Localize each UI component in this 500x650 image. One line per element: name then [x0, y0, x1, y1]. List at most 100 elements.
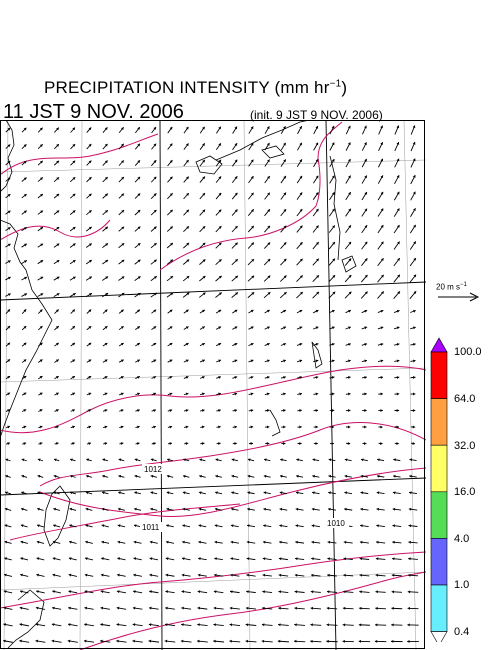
wind-arrow [183, 342, 189, 347]
wind-arrow [86, 193, 92, 199]
wind-arrow [21, 474, 28, 478]
wind-arrow [101, 557, 110, 561]
wind-arrow [86, 458, 92, 462]
wind-arrow [118, 359, 124, 363]
wind-arrow [345, 191, 352, 201]
wind-arrow [376, 507, 385, 511]
wind-arrow [361, 342, 368, 346]
wind-arrow [231, 175, 238, 184]
wind-arrow [329, 158, 335, 168]
wind-arrow [328, 208, 336, 217]
wind-arrow [375, 573, 386, 577]
wind-arrow [215, 176, 222, 183]
wind-arrow [278, 590, 289, 594]
wind-arrow [232, 359, 238, 363]
wind-arrow [410, 174, 416, 185]
wind-arrow [232, 376, 238, 379]
wind-arrow [408, 524, 418, 528]
wind-arrow [85, 259, 93, 265]
wind-arrow [281, 409, 286, 412]
wind-arrow [37, 127, 43, 133]
major-longitude-line [159, 120, 163, 650]
wind-arrow [295, 540, 304, 544]
wind-arrow [378, 441, 383, 445]
wind-arrow [376, 474, 385, 478]
wind-arrow [148, 606, 159, 610]
wind-arrow [391, 623, 403, 627]
wind-arrow [279, 291, 287, 299]
wind-arrow [343, 573, 354, 577]
wind-arrow [248, 126, 254, 134]
wind-arrow [392, 491, 401, 495]
wind-arrow [310, 623, 322, 627]
wind-arrow [167, 392, 173, 396]
wind-arrow [150, 292, 158, 298]
wind-arrow [394, 342, 400, 346]
wind-arrow [53, 243, 60, 248]
wind-arrow [296, 309, 303, 314]
wind-arrow [181, 590, 191, 594]
wind-arrow [230, 540, 240, 544]
wind-arrow [134, 159, 141, 167]
wind-arrow [361, 309, 368, 314]
wind-arrow [410, 326, 416, 330]
wind-arrow [53, 474, 60, 478]
wind-arrow [345, 225, 352, 233]
wind-arrow [118, 143, 125, 150]
isobar-line [79, 571, 426, 650]
wind-arrow [166, 507, 174, 511]
wind-arrow [20, 507, 28, 511]
wind-arrow [5, 210, 11, 215]
wind-arrow [54, 409, 59, 412]
wind-arrow [37, 160, 44, 166]
wind-arrow [377, 326, 384, 330]
wind-arrow [296, 142, 303, 151]
wind-arrow [246, 540, 256, 544]
wind-arrow [376, 524, 385, 528]
wind-arrow [3, 623, 13, 627]
wind-arrow [294, 606, 305, 610]
wind-arrow [70, 176, 76, 183]
wind-arrow [102, 160, 108, 166]
wind-arrow [53, 276, 60, 281]
wind-arrow [410, 309, 416, 313]
wind-arrow [408, 540, 418, 544]
wind-arrow [264, 309, 270, 314]
wind-arrow [361, 392, 367, 396]
wind-arrow [375, 623, 387, 627]
wind-arrow [101, 524, 109, 528]
wind-arrow [264, 142, 270, 151]
wind-arrow [118, 242, 125, 249]
wind-arrow [229, 606, 240, 610]
wind-arrow [296, 175, 303, 184]
wind-arrow [280, 192, 287, 200]
wind-arrow [21, 210, 27, 215]
wind-arrow [345, 208, 352, 217]
wind-arrow [38, 409, 43, 412]
wind-arrow [149, 573, 159, 577]
wind-arrow [150, 458, 157, 462]
wind-arrow [102, 292, 109, 298]
wind-arrow [312, 491, 320, 495]
wind-arrow [263, 291, 271, 299]
wind-arrow [53, 458, 60, 462]
wind-arrow [37, 325, 43, 331]
wind-arrow [394, 392, 400, 396]
wind-arrow [393, 309, 400, 313]
wind-arrow [361, 142, 367, 151]
wind-arrow [264, 376, 270, 379]
wind-arrow [118, 259, 125, 265]
wind-arrow [183, 409, 189, 412]
wind-arrow [280, 241, 287, 250]
wind-arrow [378, 392, 384, 396]
wind-arrow [362, 425, 367, 429]
wind-arrow [52, 557, 61, 561]
wind-arrow [311, 524, 321, 528]
wind-arrow [86, 226, 92, 232]
wind-arrow [361, 208, 368, 217]
wind-arrow [150, 491, 158, 495]
wind-arrow [248, 376, 254, 379]
wind-arrow [360, 274, 368, 283]
wind-arrow [182, 524, 191, 528]
coast-bonin-islands [341, 255, 357, 273]
